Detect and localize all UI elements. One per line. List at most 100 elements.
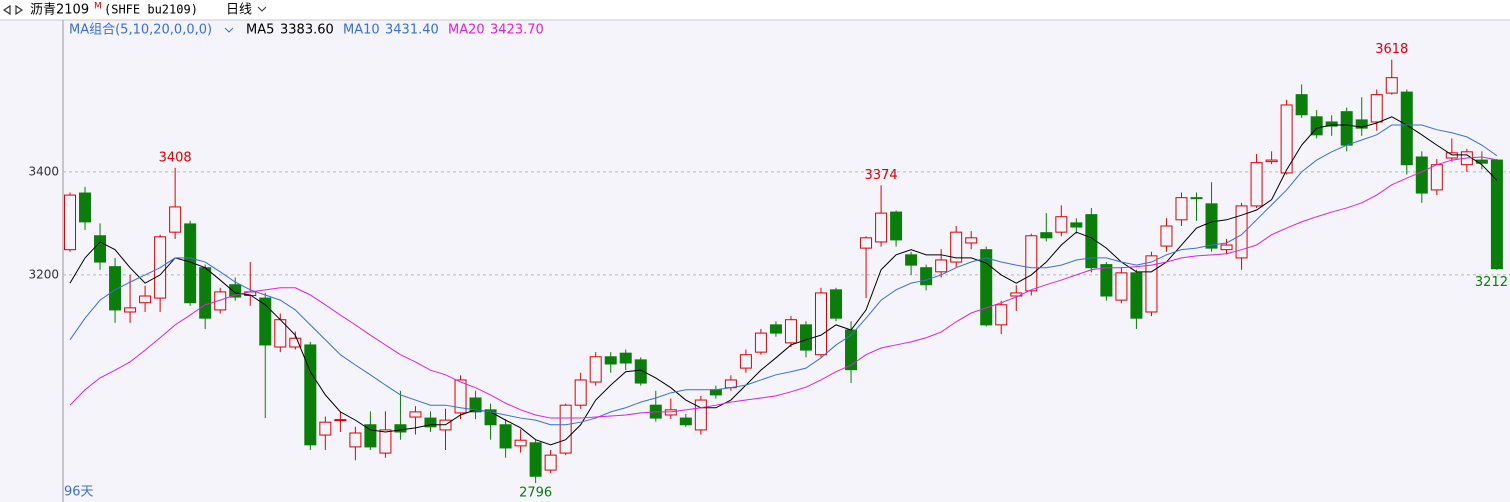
high-label: 3374 (865, 168, 898, 183)
candle-body (454, 379, 467, 414)
header-bar (0, 0, 1510, 20)
candle-body (754, 332, 767, 353)
high-label: 3408 (159, 150, 192, 165)
candle-body (1445, 152, 1458, 159)
candle-body (1145, 255, 1158, 313)
ma-label[interactable]: MA组合(5,10,20,0,0,0) (69, 23, 212, 38)
candle-body (319, 421, 332, 436)
candle-body (1280, 104, 1293, 174)
candle-body (499, 424, 512, 449)
ma-line (69, 156, 1497, 419)
candle-body (830, 289, 843, 319)
period[interactable]: 日线 (226, 3, 252, 18)
candle-body (784, 319, 797, 344)
low-label: 2796 (519, 485, 552, 500)
candle-body (950, 231, 963, 263)
period-chevron[interactable] (257, 6, 267, 12)
candle-body (1310, 116, 1323, 136)
candle-body (694, 399, 707, 431)
candle-body (1220, 244, 1233, 251)
candle-body (980, 249, 993, 326)
candle-body (529, 442, 542, 477)
candle-body (199, 267, 212, 319)
candle-body (799, 324, 812, 351)
candle-body (1160, 225, 1173, 247)
candle-body (304, 344, 317, 446)
symbol-flag: M (94, 2, 102, 12)
candle-body (1490, 159, 1503, 270)
candle-body (559, 404, 572, 454)
legend-value: 3423.70 (490, 23, 544, 38)
legend-name: MA20 (448, 23, 485, 38)
candle-body (920, 267, 933, 286)
candle-body (1025, 235, 1038, 292)
legend-name: MA10 (343, 23, 380, 38)
candle-body (1205, 203, 1218, 249)
legend-value: 3383.60 (280, 23, 334, 38)
candle-body (544, 454, 557, 471)
y-tick-label: 3200 (28, 267, 59, 281)
candle-body (1355, 119, 1368, 129)
candle-body (409, 411, 422, 418)
candle-body (890, 211, 903, 241)
legend-name: MA5 (246, 23, 274, 38)
footer-label: 96天 (64, 485, 94, 500)
candle-body (1130, 272, 1143, 319)
candle-body (394, 424, 407, 433)
candle-body (634, 359, 647, 384)
candle-body (484, 409, 497, 426)
candle-body (1115, 272, 1128, 301)
candle-body (184, 223, 197, 304)
candle-body (514, 439, 527, 447)
candle-body (379, 429, 392, 454)
candle-body (259, 297, 272, 346)
candle-body (424, 417, 437, 428)
candle-body (469, 397, 482, 413)
candle-body (860, 237, 873, 249)
candle-body (1055, 216, 1068, 233)
candle-body (64, 194, 76, 251)
candle-body (845, 329, 858, 371)
candle-body (1430, 164, 1443, 191)
candle-body (1235, 205, 1248, 259)
candle-body (935, 259, 948, 273)
candle-body (1325, 121, 1338, 127)
candle-body (664, 409, 677, 416)
candle-body (124, 307, 137, 313)
ma-chevron[interactable] (224, 27, 234, 33)
candle-body (1190, 197, 1203, 200)
candle-body (94, 235, 107, 263)
candle-body (995, 304, 1008, 326)
candle-body (1400, 91, 1413, 166)
candle-body (1175, 197, 1188, 221)
candle-body (79, 192, 92, 223)
candle-body (739, 354, 752, 369)
candle-body (679, 417, 692, 426)
candle-body (1415, 156, 1428, 194)
candle-body (709, 389, 722, 396)
candle-body (334, 419, 347, 422)
link-icon[interactable] (2, 4, 24, 16)
candle-body (229, 284, 242, 298)
candle-body (1295, 94, 1308, 116)
candle-body (589, 356, 602, 383)
candle-body (1340, 111, 1353, 146)
candle-body (1040, 232, 1053, 239)
ma-line (69, 124, 1498, 426)
high-label: 3618 (1375, 42, 1408, 57)
legend-value: 3431.40 (385, 23, 439, 38)
candle-body (875, 212, 888, 243)
candle-body (349, 432, 362, 448)
candle-body (815, 292, 827, 356)
candle-body (364, 424, 377, 448)
candle-body (905, 254, 918, 266)
candle-body (619, 352, 632, 364)
candle-body (1250, 162, 1263, 207)
candle-body (1070, 222, 1083, 228)
candle-body (1385, 77, 1398, 94)
candle-body (604, 356, 617, 365)
candle-body (139, 295, 152, 304)
candle-body (1265, 159, 1278, 163)
candle-body (574, 379, 587, 406)
candle-body (1100, 264, 1113, 297)
